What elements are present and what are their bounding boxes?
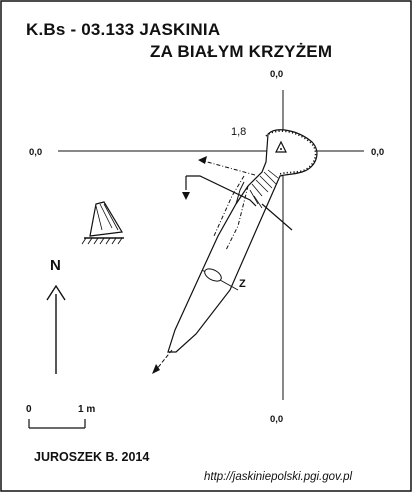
scale-end-label: 1 m <box>78 404 96 415</box>
ledge-line <box>235 181 245 205</box>
source-url-link[interactable]: http://jaskiniepolski.pgi.gov.pl <box>204 471 353 483</box>
slope-hatching <box>249 169 279 209</box>
elevation-label: 1,8 <box>231 126 247 138</box>
scale-bar <box>28 419 86 429</box>
passage-outline <box>167 129 318 353</box>
cave-name-title: ZA BIAŁYM KRZYŻEM <box>150 42 333 61</box>
rock-block-icon <box>81 201 124 245</box>
crosshair-label-bottom: 0,0 <box>270 414 284 425</box>
scale-start-label: 0 <box>26 404 32 415</box>
section-label: Z <box>239 278 246 290</box>
entrance-point <box>280 148 282 150</box>
overhang-arrow <box>182 192 190 200</box>
author-credit: JUROSZEK B. 2014 <box>34 450 150 464</box>
north-arrow-icon <box>46 284 66 374</box>
drip-line <box>261 203 293 231</box>
overhang-line <box>185 175 257 207</box>
section-marker <box>204 268 222 282</box>
continuation-arrow <box>152 364 160 374</box>
north-label: N <box>50 257 61 274</box>
passage-continuation <box>155 349 173 371</box>
upper-side-passage <box>199 159 256 251</box>
cave-code-title: K.Bs - 03.133 JASKINIA <box>26 20 221 39</box>
entrance-triangle-icon <box>275 140 287 153</box>
side-passage-arrow <box>198 156 207 164</box>
crosshair-label-right: 0,0 <box>371 147 385 158</box>
crosshair-label-top: 0,0 <box>270 69 284 80</box>
crosshair-label-left: 0,0 <box>29 147 43 158</box>
